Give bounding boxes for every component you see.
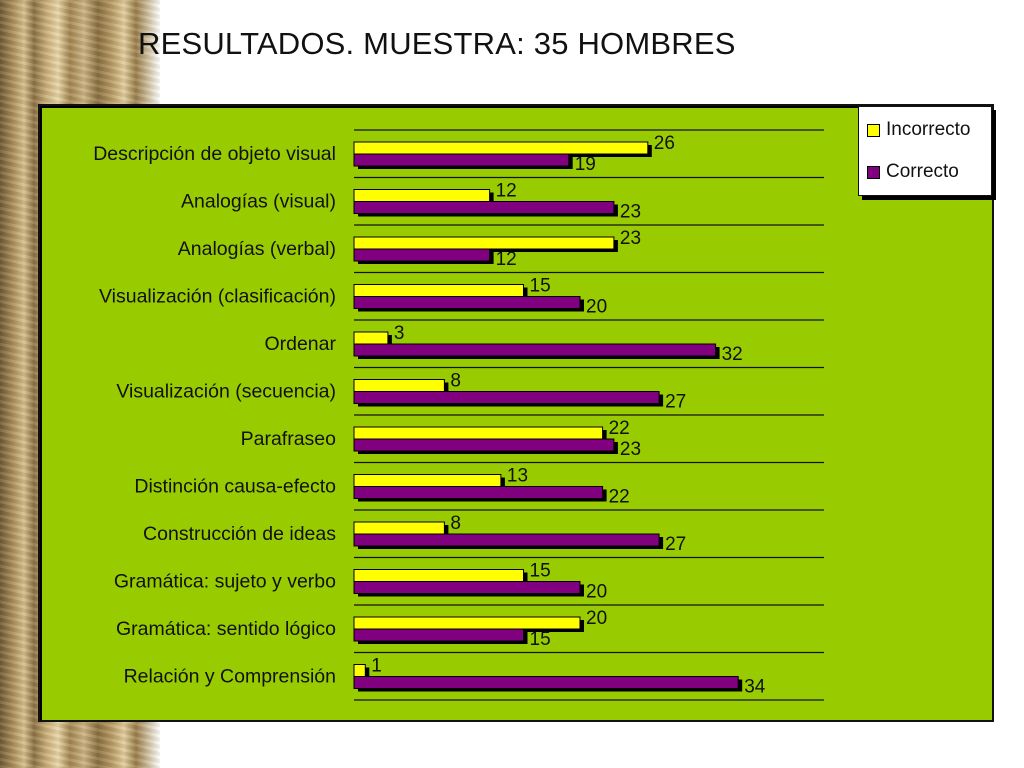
data-label: 8 bbox=[450, 371, 461, 392]
category-label: Visualización (secuencia) bbox=[116, 381, 336, 403]
data-label: 15 bbox=[530, 629, 551, 650]
category-label: Construcción de ideas bbox=[143, 523, 336, 545]
data-label: 27 bbox=[665, 534, 686, 555]
bar-correcto bbox=[353, 533, 660, 547]
data-label: 32 bbox=[722, 344, 743, 365]
data-label: 12 bbox=[496, 181, 517, 202]
data-label: 12 bbox=[496, 249, 517, 270]
category-label: Visualización (clasificación) bbox=[99, 286, 336, 308]
legend-label-incorrecto: Incorrecto bbox=[886, 119, 971, 140]
category-label: Analogías (visual) bbox=[181, 191, 336, 213]
data-label: 13 bbox=[507, 466, 528, 487]
bar-incorrecto bbox=[353, 426, 604, 440]
data-label: 8 bbox=[450, 513, 461, 534]
legend-label-correcto: Correcto bbox=[886, 161, 959, 182]
bar-incorrecto bbox=[353, 284, 524, 297]
legend-swatch-incorrecto bbox=[867, 123, 880, 137]
bar-incorrecto bbox=[353, 379, 445, 392]
chart-panel: Descripción de objeto visual 26 19 Analogía… bbox=[38, 104, 994, 722]
data-label: 26 bbox=[654, 133, 675, 154]
chart-legend: Incorrecto Correcto bbox=[858, 106, 992, 196]
bar-correcto bbox=[353, 153, 570, 167]
category-label: Analogías (verbal) bbox=[178, 238, 336, 260]
bar-correcto bbox=[353, 391, 660, 404]
bar-incorrecto bbox=[353, 616, 581, 630]
data-label: 27 bbox=[665, 392, 686, 413]
data-label: 20 bbox=[586, 582, 607, 603]
data-label: 23 bbox=[620, 228, 641, 249]
bar-chart: Descripción de objeto visual 26 19 Analogía… bbox=[93, 129, 824, 701]
category-label: Descripción de objeto visual bbox=[93, 143, 336, 165]
bar-incorrecto bbox=[353, 236, 615, 250]
bar-correcto bbox=[353, 438, 615, 452]
data-label: 34 bbox=[744, 677, 766, 698]
bar-incorrecto bbox=[353, 664, 366, 677]
bar-correcto bbox=[353, 486, 604, 499]
data-label: 23 bbox=[620, 439, 641, 460]
bar-correcto bbox=[353, 581, 581, 594]
bar-incorrecto bbox=[353, 521, 445, 535]
data-label: 23 bbox=[620, 202, 641, 223]
category-label: Parafraseo bbox=[241, 428, 337, 450]
data-label: 1 bbox=[371, 656, 382, 677]
bar-correcto bbox=[353, 248, 491, 262]
bar-correcto bbox=[353, 676, 739, 689]
data-label: 22 bbox=[609, 418, 630, 439]
data-label: 22 bbox=[609, 487, 630, 508]
data-label: 19 bbox=[575, 154, 596, 175]
bar-incorrecto bbox=[353, 331, 389, 345]
bar-correcto bbox=[353, 296, 581, 309]
data-label: 15 bbox=[530, 276, 551, 297]
legend-item-correcto: Correcto bbox=[867, 161, 959, 183]
data-label: 3 bbox=[394, 323, 405, 344]
page-title: RESULTADOS. MUESTRA: 35 HOMBRES bbox=[138, 26, 736, 61]
category-label: Gramática: sujeto y verbo bbox=[114, 571, 336, 593]
bar-correcto bbox=[353, 343, 717, 357]
bar-incorrecto bbox=[353, 189, 491, 202]
bar-incorrecto bbox=[353, 141, 649, 155]
data-label: 15 bbox=[530, 561, 551, 582]
bar-correcto bbox=[353, 201, 615, 214]
bar-incorrecto bbox=[353, 569, 524, 582]
category-label: Ordenar bbox=[264, 333, 336, 355]
legend-swatch-correcto bbox=[867, 165, 880, 179]
category-label: Gramática: sentido lógico bbox=[116, 618, 336, 640]
category-label: Relación y Comprensión bbox=[124, 666, 336, 688]
category-label: Distinción causa-efecto bbox=[134, 476, 336, 498]
data-label: 20 bbox=[586, 608, 607, 629]
bar-correcto bbox=[353, 628, 524, 642]
legend-item-incorrecto: Incorrecto bbox=[867, 119, 970, 141]
bar-incorrecto bbox=[353, 474, 502, 487]
data-label: 20 bbox=[586, 297, 607, 318]
